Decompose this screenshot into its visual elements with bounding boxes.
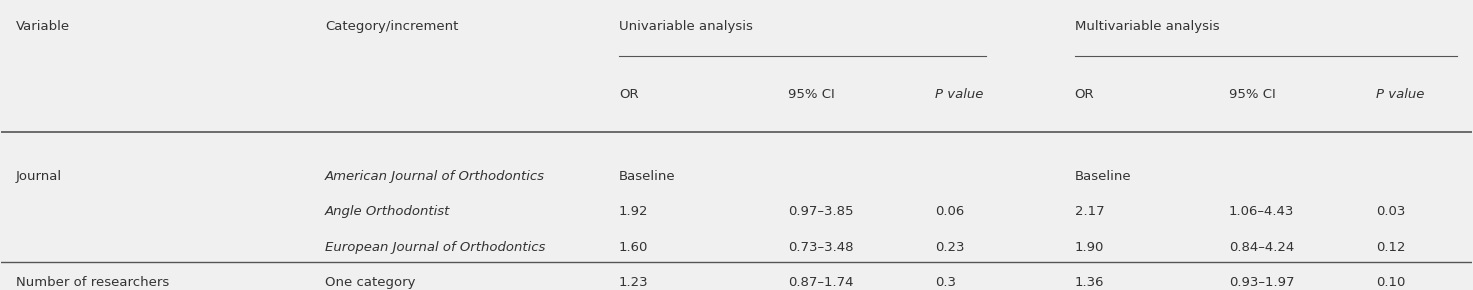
Text: 1.90: 1.90 — [1075, 241, 1105, 254]
Text: Journal: Journal — [16, 170, 62, 183]
Text: 1.60: 1.60 — [619, 241, 648, 254]
Text: 0.03: 0.03 — [1376, 205, 1405, 218]
Text: 0.12: 0.12 — [1376, 241, 1405, 254]
Text: 1.06–4.43: 1.06–4.43 — [1228, 205, 1295, 218]
Text: Variable: Variable — [16, 20, 71, 33]
Text: 0.87–1.74: 0.87–1.74 — [788, 276, 853, 289]
Text: Category/increment: Category/increment — [326, 20, 458, 33]
Text: Multivariable analysis: Multivariable analysis — [1075, 20, 1220, 33]
Text: Number of researchers: Number of researchers — [16, 276, 169, 289]
Text: 0.23: 0.23 — [935, 241, 965, 254]
Text: 0.73–3.48: 0.73–3.48 — [788, 241, 853, 254]
Text: OR: OR — [1075, 88, 1094, 102]
Text: 2.17: 2.17 — [1075, 205, 1105, 218]
Text: 0.10: 0.10 — [1376, 276, 1405, 289]
Text: 0.84–4.24: 0.84–4.24 — [1228, 241, 1295, 254]
Text: P value: P value — [935, 88, 984, 102]
Text: 1.36: 1.36 — [1075, 276, 1105, 289]
Text: 95% CI: 95% CI — [1228, 88, 1276, 102]
Text: 0.06: 0.06 — [935, 205, 965, 218]
Text: 0.97–3.85: 0.97–3.85 — [788, 205, 853, 218]
Text: 95% CI: 95% CI — [788, 88, 835, 102]
Text: P value: P value — [1376, 88, 1424, 102]
Text: 1.23: 1.23 — [619, 276, 648, 289]
Text: 0.3: 0.3 — [935, 276, 956, 289]
Text: 1.92: 1.92 — [619, 205, 648, 218]
Text: Angle Orthodontist: Angle Orthodontist — [326, 205, 451, 218]
Text: Baseline: Baseline — [619, 170, 676, 183]
Text: Baseline: Baseline — [1075, 170, 1131, 183]
Text: 0.93–1.97: 0.93–1.97 — [1228, 276, 1295, 289]
Text: Univariable analysis: Univariable analysis — [619, 20, 753, 33]
Text: American Journal of Orthodontics: American Journal of Orthodontics — [326, 170, 545, 183]
Text: One category: One category — [326, 276, 415, 289]
Text: European Journal of Orthodontics: European Journal of Orthodontics — [326, 241, 545, 254]
Text: OR: OR — [619, 88, 638, 102]
